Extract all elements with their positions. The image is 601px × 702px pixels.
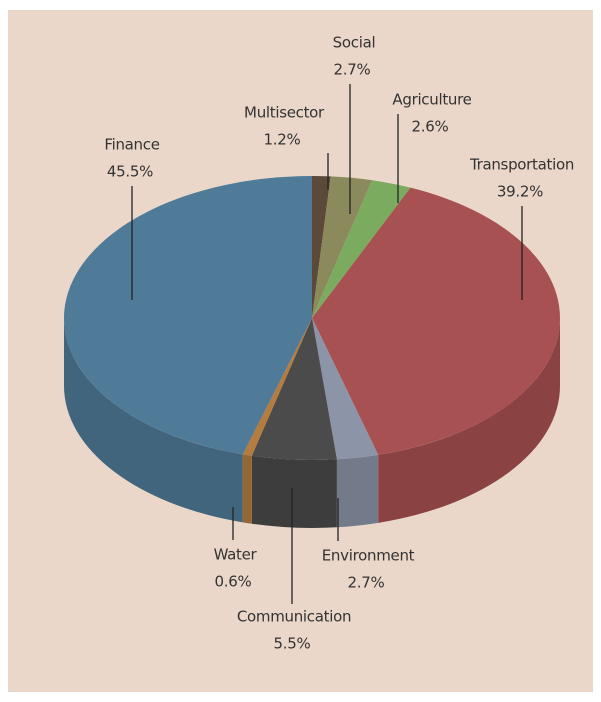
slice [312,176,373,318]
slice-value-label: 2.7% [348,574,385,592]
slice [312,180,411,318]
slice-value-label: 39.2% [497,183,543,201]
slice-label: Environment [322,547,415,565]
slice-value-label: 2.7% [334,61,371,79]
slice-label: Transportation [469,156,574,174]
slice-side [336,454,379,528]
slice-label: Agriculture [392,91,471,109]
slice [242,318,312,456]
slice [312,176,331,318]
slice-value-label: 45.5% [107,163,153,181]
slice-side [378,318,560,523]
slice-side [251,455,337,528]
slice-value-label: 0.6% [215,573,252,591]
slice-value-label: 5.5% [274,635,311,653]
slice [312,318,379,460]
slice-side [64,318,243,523]
slice-value-label: 2.6% [412,118,449,136]
slice-label: Finance [104,136,159,154]
slice [312,187,560,455]
slice-label: Water [214,546,258,564]
slice-label: Social [333,34,376,52]
slice [64,176,312,455]
slice-label: Communication [237,608,351,626]
slice [251,318,337,460]
slice-value-label: 1.2% [264,131,301,149]
slice-label: Multisector [244,104,325,122]
slice-side [242,454,252,524]
